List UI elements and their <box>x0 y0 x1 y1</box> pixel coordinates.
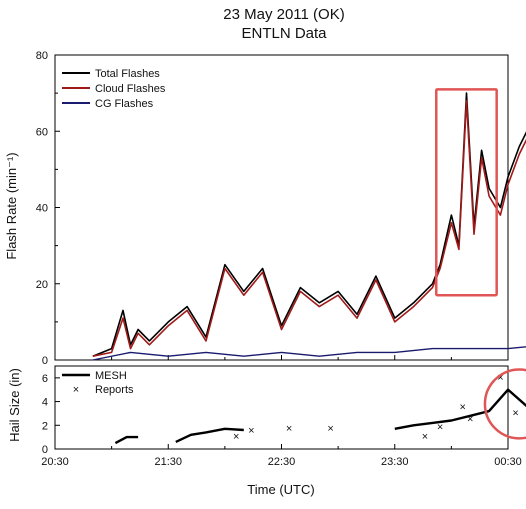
hail-size-panel: 024620:3021:3022:3023:3000:30×××××××××××… <box>41 365 526 468</box>
flash-rate-y-tick-label: 80 <box>36 50 48 62</box>
legend-swatch: × <box>73 384 79 396</box>
time-x-tick-label: 23:30 <box>381 456 409 468</box>
mesh-line <box>114 435 139 445</box>
report-marker: × <box>248 425 254 437</box>
time-x-tick-label: 20:30 <box>41 456 69 468</box>
flash-rate-y-tick-label: 20 <box>36 279 48 291</box>
report-marker: × <box>497 372 503 384</box>
report-marker: × <box>459 402 465 414</box>
report-marker: × <box>233 431 239 443</box>
legend-label: CG Flashes <box>95 98 154 110</box>
legend-label: MESH <box>95 370 127 382</box>
flash-rate-axis-label: Flash Rate (min⁻¹) <box>4 152 19 259</box>
highlight-box <box>435 88 498 297</box>
legend-label: Total Flashes <box>95 68 160 80</box>
report-marker: × <box>512 407 518 419</box>
highlight-circle <box>483 368 526 440</box>
flash-rate-panel: 0 20 40 60 80 Total Flashes Cloud Flashes CG Fl… <box>36 50 526 367</box>
hail-size-y-tick-label: 4 <box>42 397 48 409</box>
report-marker: × <box>286 423 292 435</box>
mesh-line <box>394 388 526 430</box>
legend-label: Reports <box>95 384 134 396</box>
flash-rate-y-tick-label: 0 <box>42 355 48 367</box>
time-axis-label: Time (UTC) <box>247 482 314 497</box>
hail-size-y-tick-label: 2 <box>42 420 48 432</box>
cg-flashes-line <box>92 346 526 361</box>
report-marker: × <box>467 413 473 425</box>
total-flashes-line <box>92 92 526 357</box>
hail-size-y-tick-label: 0 <box>42 444 48 456</box>
flash-rate-y-tick-label: 40 <box>36 203 48 215</box>
time-x-tick-label: 22:30 <box>268 456 296 468</box>
flash-rate-legend: Total Flashes Cloud Flashes CG Flashes <box>62 68 166 110</box>
report-marker: × <box>422 431 428 443</box>
time-x-tick-label: 21:30 <box>154 456 182 468</box>
hail-size-y-tick-label: 6 <box>42 373 48 385</box>
flash-rate-y-tick-label: 60 <box>36 126 48 138</box>
legend-label: Cloud Flashes <box>95 83 166 95</box>
hail-size-axis-label: Hail Size (in) <box>7 368 22 442</box>
report-marker: × <box>327 423 333 435</box>
report-marker: × <box>437 422 443 434</box>
mesh-line <box>175 427 244 443</box>
time-x-tick-label: 00:30 <box>494 456 522 468</box>
cloud-flashes-line <box>92 100 526 357</box>
chart-title-line1: 23 May 2011 (OK) <box>223 6 344 23</box>
hail-size-legend: MESH × Reports <box>62 370 134 396</box>
chart-title-line2: ENTLN Data <box>241 25 327 42</box>
